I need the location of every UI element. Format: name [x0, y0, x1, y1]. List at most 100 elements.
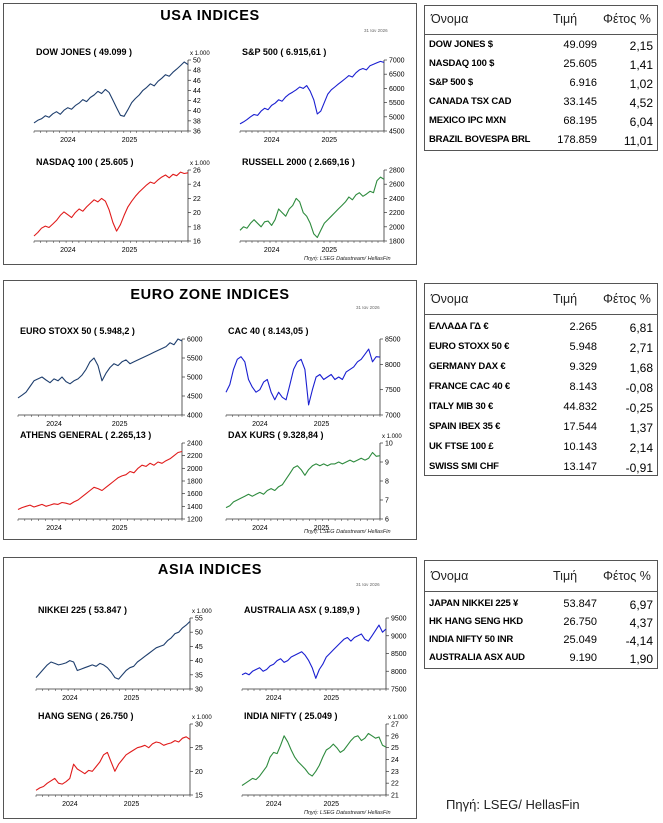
y-tick-label: 2200	[187, 453, 203, 460]
y-tick-label: 7500	[385, 387, 401, 394]
index-ytd-change: 2,15	[629, 39, 653, 53]
table-header-1: Τιμή	[553, 292, 578, 306]
y-tick-label: 26	[193, 168, 201, 175]
euro-section-title: EURO ZONE INDICES	[130, 287, 290, 303]
index-name: SPAIN IBEX 35 €	[429, 421, 501, 432]
y-tick-label: 10	[385, 441, 393, 448]
chart-title: HANG SENG ( 26.750 )	[38, 711, 134, 721]
euro-date-stamp: 31 Ιαν 2026	[356, 305, 380, 310]
y-tick-label: 21	[391, 793, 399, 800]
table-header-1: Τιμή	[553, 569, 578, 583]
y-tick-label: 45	[195, 644, 203, 651]
x-tick-label: 2025	[314, 525, 330, 532]
x-tick-label: 2025	[314, 421, 330, 428]
index-ytd-change: 6,97	[629, 598, 653, 612]
y-tick-label: 8000	[391, 669, 407, 676]
x-tick-label: 2024	[46, 421, 62, 428]
index-price: 17.544	[563, 421, 597, 433]
index-price: 68.195	[563, 115, 597, 127]
y-tick-label: 2200	[389, 210, 405, 217]
y-tick-label: 2000	[389, 224, 405, 231]
y-tick-label: 9	[385, 460, 389, 467]
series-line	[241, 732, 387, 786]
table-row: HK HANG SENG HKD 26.750 4,37	[425, 616, 657, 634]
x-tick-label: 2025	[124, 695, 140, 702]
index-ytd-change: 4,37	[629, 616, 653, 630]
index-name: HK HANG SENG HKD	[429, 616, 523, 627]
x-tick-label: 2024	[62, 801, 78, 808]
index-price: 8.143	[569, 381, 597, 393]
index-name: GERMANY DAX €	[429, 361, 506, 372]
series-line	[33, 61, 189, 124]
asia-table: Όνομα Τιμή Φέτος % JAPAN NIKKEI 225 ¥ 53.847…	[424, 560, 658, 669]
y-tick-label: 2400	[187, 441, 203, 448]
y-tick-label: 1800	[389, 239, 405, 246]
y-tick-label: 5500	[389, 100, 405, 107]
chart-russell-2000: RUSSELL 2000 ( 2.669,16 ) 1800 2000 2200 240…	[239, 157, 405, 254]
index-ytd-change: -0,91	[625, 461, 653, 475]
x-tick-label: 2025	[122, 137, 138, 144]
y-tick-label: 8	[385, 479, 389, 486]
chart-unit: x 1.000	[192, 609, 212, 615]
index-price: 53.847	[563, 598, 597, 610]
y-tick-label: 46	[193, 78, 201, 85]
index-price: 5.948	[569, 341, 597, 353]
y-tick-label: 24	[193, 182, 201, 189]
chart-euro-stoxx-50: EURO STOXX 50 ( 5.948,2 ) 4000 4500 5000 550…	[17, 326, 203, 428]
table-row: GERMANY DAX € 9.329 1,68	[425, 361, 657, 379]
usa-chart-panel: USA INDICES 31 Ιαν 2026 DOW JONES ( 49.0…	[3, 3, 417, 265]
series-line	[239, 176, 385, 239]
asia-section-title: ASIA INDICES	[157, 562, 263, 578]
series-line	[225, 348, 381, 406]
euro-table: Όνομα Τιμή Φέτος % ΕΛΛΑΔΑ ΓΔ € 2.265 6,81 EURO…	[424, 283, 658, 476]
index-name: JAPAN NIKKEI 225 ¥	[429, 598, 519, 609]
y-tick-label: 1200	[187, 517, 203, 524]
y-tick-label: 4500	[389, 129, 405, 136]
index-name: ITALY MIB 30 €	[429, 401, 494, 412]
usa-date-stamp: 31 Ιαν 2026	[364, 28, 388, 33]
index-name: MEXICO IPC MXN	[429, 115, 506, 126]
y-tick-label: 30	[195, 687, 203, 694]
y-tick-label: 38	[193, 118, 201, 125]
chart-unit: x 1.000	[190, 161, 210, 167]
chart-title: ATHENS GENERAL ( 2.265,13 )	[20, 430, 151, 440]
y-tick-label: 16	[193, 239, 201, 246]
index-price: 178.859	[557, 134, 597, 146]
index-name: INDIA NIFTY 50 INR	[429, 634, 514, 645]
index-price: 25.605	[563, 58, 597, 70]
chart-nasdaq-100: NASDAQ 100 ( 25.605 ) x 1.000 16 18 20 22 24 26…	[33, 157, 210, 254]
index-name: AUSTRALIA ASX AUD	[429, 652, 525, 663]
index-ytd-change: 2,71	[629, 341, 653, 355]
index-name: DOW JONES $	[429, 39, 493, 50]
index-price: 13.147	[563, 461, 597, 473]
y-tick-label: 48	[193, 68, 201, 75]
chart-unit: x 1.000	[388, 715, 408, 721]
y-tick-label: 40	[195, 658, 203, 665]
y-tick-label: 55	[195, 616, 203, 623]
table-header-2: Φέτος %	[603, 292, 651, 306]
index-ytd-change: 1,90	[629, 652, 653, 666]
y-tick-label: 7000	[389, 58, 405, 65]
index-name: NASDAQ 100 $	[429, 58, 495, 69]
series-line	[17, 450, 183, 510]
index-ytd-change: -4,14	[625, 634, 653, 648]
y-tick-label: 25	[195, 745, 203, 752]
index-ytd-change: 1,37	[629, 421, 653, 435]
x-tick-label: 2025	[323, 801, 339, 808]
index-ytd-change: 4,52	[629, 96, 653, 110]
y-tick-label: 1800	[187, 479, 203, 486]
chart-india-nifty: INDIA NIFTY ( 25.049 ) x 1.000 21 22 23 24 25 2…	[241, 711, 408, 808]
y-tick-label: 7	[385, 498, 389, 505]
chart-australia-asx: AUSTRALIA ASX ( 9.189,9 ) 7500 8000 8500 900…	[241, 605, 407, 702]
y-tick-label: 8500	[391, 651, 407, 658]
y-tick-label: 2400	[389, 196, 405, 203]
chart-nikkei-225: NIKKEI 225 ( 53.847 ) x 1.000 30 35 40 45 50 55…	[35, 605, 212, 702]
table-row: FRANCE CAC 40 € 8.143 -0,08	[425, 381, 657, 399]
x-tick-label: 2024	[252, 525, 268, 532]
index-name: ΕΛΛΑΔΑ ΓΔ €	[429, 321, 489, 332]
x-tick-label: 2024	[266, 695, 282, 702]
table-row: AUSTRALIA ASX AUD 9.190 1,90	[425, 652, 657, 670]
y-tick-label: 27	[391, 722, 399, 729]
x-tick-label: 2025	[122, 247, 138, 254]
